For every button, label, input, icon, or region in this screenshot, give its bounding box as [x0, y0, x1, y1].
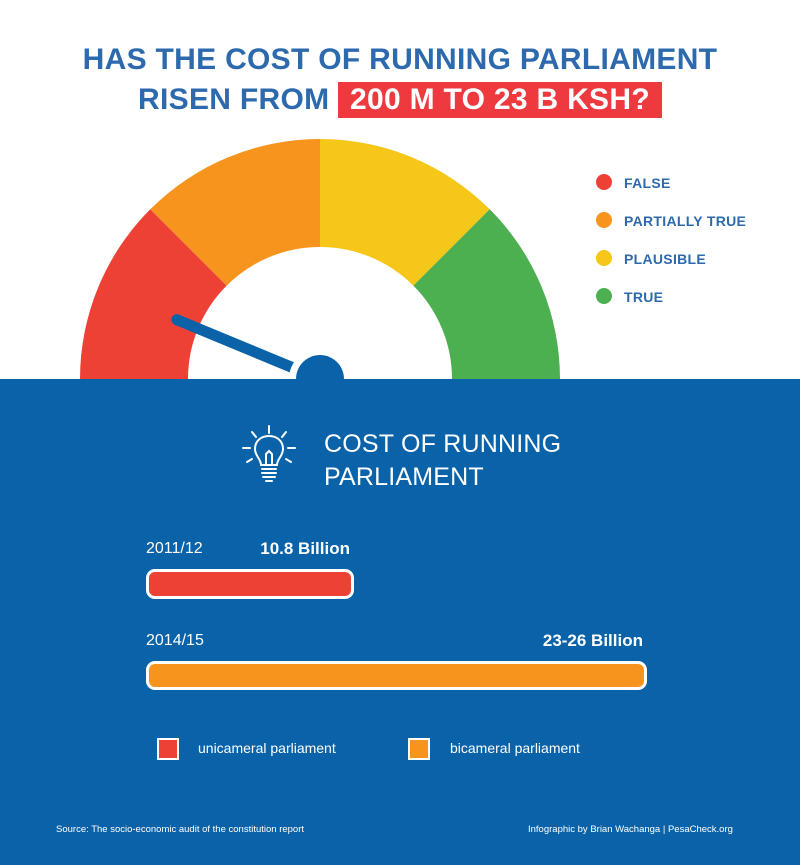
credit-note: Infographic by Brian Wachanga | PesaChec…	[528, 824, 733, 835]
cost-title: COST OF RUNNING PARLIAMENT	[324, 428, 561, 494]
legend-dot-partially-true	[596, 212, 612, 228]
legend-dot-false	[596, 174, 612, 190]
bar-value-label: 10.8 Billion	[260, 539, 350, 558]
legend-dot-plausible	[596, 250, 612, 266]
bar-year-label: 2011/12	[146, 540, 203, 557]
title-highlight: 200 M TO 23 B KSH?	[338, 82, 662, 118]
verdict-gauge	[80, 139, 560, 410]
title-line-2: RISEN FROM 200 M TO 23 B KSH?	[0, 80, 800, 120]
legend-swatch-unicameral	[157, 738, 179, 760]
gauge-segment-true	[413, 209, 560, 379]
title-line-2-prefix: RISEN FROM	[138, 83, 330, 116]
legend-label-false: FALSE	[624, 175, 671, 191]
page-title: HAS THE COST OF RUNNING PARLIAMENT RISEN…	[0, 40, 800, 120]
cost-panel	[0, 379, 800, 865]
legend-label-bicameral: bicameral parliament	[450, 740, 580, 756]
gauge-segment-partially-true	[150, 139, 320, 286]
cost-bar	[146, 661, 647, 690]
legend-label-plausible: PLAUSIBLE	[624, 251, 707, 267]
source-note: Source: The socio-economic audit of the …	[56, 824, 305, 835]
cost-bar	[146, 569, 354, 599]
legend-label-partially-true: PARTIALLY TRUE	[624, 213, 747, 229]
lightbulb-icon	[242, 425, 296, 482]
bar-value-label: 23-26 Billion	[542, 631, 643, 650]
gauge-segment-false	[80, 209, 227, 379]
legend-swatch-bicameral	[408, 738, 430, 760]
bar-year-label: 2014/15	[146, 632, 204, 649]
title-line-1: HAS THE COST OF RUNNING PARLIAMENT	[82, 43, 718, 76]
cost-title-line-2: PARLIAMENT	[324, 463, 484, 491]
legend-label-true: TRUE	[624, 289, 664, 305]
cost-title-line-1: COST OF RUNNING	[324, 430, 562, 458]
gauge-segment-plausible	[320, 139, 490, 286]
legend-dot-true	[596, 288, 612, 304]
legend-label-unicameral: unicameral parliament	[198, 740, 336, 756]
